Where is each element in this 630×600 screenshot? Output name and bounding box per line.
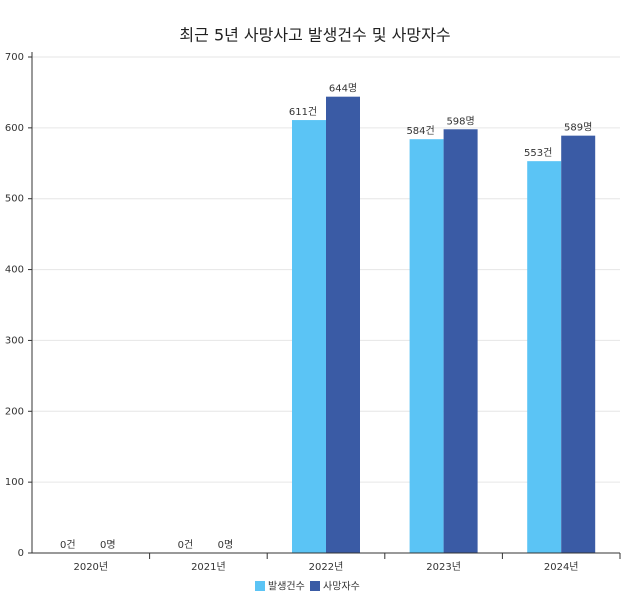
- y-tick-label: 700: [5, 52, 24, 63]
- value-label: 0명: [100, 539, 116, 551]
- x-tick-label: 2023년: [426, 561, 461, 573]
- bar: [527, 161, 562, 553]
- y-tick-label: 500: [5, 194, 24, 205]
- x-tick-label: 2020년: [73, 561, 108, 573]
- y-tick-label: 100: [5, 477, 24, 488]
- value-label: 598명: [446, 115, 474, 127]
- bar: [292, 120, 326, 553]
- legend-swatch: [255, 581, 265, 591]
- y-tick-label: 300: [5, 335, 24, 346]
- y-tick-label: 400: [5, 265, 24, 276]
- value-label: 611건: [289, 106, 317, 118]
- value-label: 0명: [218, 539, 234, 551]
- value-label: 644명: [329, 83, 357, 95]
- value-label: 589명: [564, 122, 592, 134]
- legend-swatch: [310, 581, 320, 591]
- value-label: 584건: [406, 125, 434, 137]
- bar: [326, 96, 360, 554]
- y-tick-label: 200: [5, 406, 24, 417]
- bar: [443, 129, 478, 553]
- x-tick-label: 2022년: [309, 561, 344, 573]
- x-tick-label: 2021년: [191, 561, 226, 573]
- value-label: 0건: [60, 539, 76, 551]
- y-tick-label: 600: [5, 123, 24, 134]
- x-tick-label: 2024년: [544, 561, 579, 573]
- y-tick-label: 0: [18, 548, 24, 559]
- legend-label: 사망자수: [323, 581, 360, 593]
- value-label: 0건: [178, 539, 194, 551]
- value-label: 553건: [524, 147, 552, 159]
- bar: [561, 135, 596, 553]
- chart-title: 최근 5년 사망사고 발생건수 및 사망자수: [179, 26, 450, 45]
- legend-label: 발생건수: [268, 581, 305, 593]
- bar: [409, 139, 444, 554]
